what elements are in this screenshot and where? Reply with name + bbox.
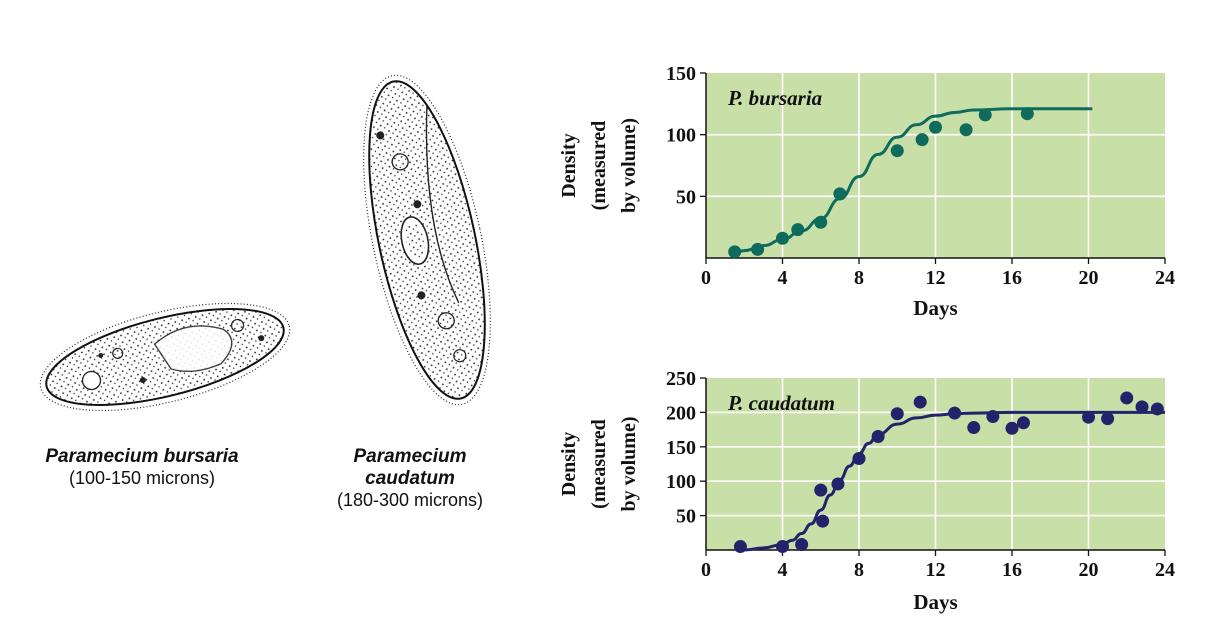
y-axis-label-line: Density <box>558 133 580 197</box>
x-tick-label: 16 <box>1002 267 1022 289</box>
chart-title: P. bursaria <box>727 86 822 110</box>
x-tick-label: 0 <box>701 267 711 289</box>
data-point <box>776 540 789 553</box>
data-point <box>1082 411 1095 424</box>
x-tick-label: 4 <box>778 267 788 289</box>
chart-title: P. caudatum <box>727 391 835 415</box>
x-tick-label: 12 <box>926 559 946 581</box>
data-point <box>734 540 747 553</box>
y-tick-label: 250 <box>666 368 696 390</box>
data-point <box>1006 422 1019 435</box>
data-point <box>1017 416 1030 429</box>
data-point <box>914 396 927 409</box>
data-point <box>795 538 808 551</box>
x-tick-label: 8 <box>854 267 864 289</box>
x-tick-label: 20 <box>1079 559 1099 581</box>
data-point <box>1101 412 1114 425</box>
y-tick-label: 100 <box>666 471 696 493</box>
y-axis-label-line: (measured <box>588 419 610 509</box>
data-point <box>967 421 980 434</box>
data-point <box>1136 400 1149 413</box>
y-axis-label-line: by volume) <box>618 417 640 512</box>
data-point <box>776 232 789 245</box>
x-tick-label: 8 <box>854 559 864 581</box>
y-tick-label: 150 <box>666 63 696 85</box>
chart-1: 0 4 8 12 16 20 24 50 100 150 Days Density (measured b… <box>558 63 1175 320</box>
y-tick-label: 150 <box>666 437 696 459</box>
x-tick-label: 24 <box>1155 559 1175 581</box>
data-point <box>891 407 904 420</box>
data-point <box>960 123 973 136</box>
data-point <box>929 121 942 134</box>
y-tick-label: 100 <box>666 125 696 147</box>
data-point <box>1021 107 1034 120</box>
data-point <box>891 144 904 157</box>
data-point <box>831 477 844 490</box>
data-point <box>986 410 999 423</box>
data-point <box>853 452 866 465</box>
data-point <box>833 187 846 200</box>
y-tick-label: 200 <box>666 402 696 424</box>
y-tick-label: 50 <box>676 506 696 528</box>
x-axis-label: Days <box>913 296 957 320</box>
data-point <box>816 515 829 528</box>
data-point <box>948 407 961 420</box>
y-tick-label: 50 <box>676 186 696 208</box>
chart-2: 0 4 8 12 16 20 24 50 100 150 200 250 Days Density (mea… <box>558 368 1175 614</box>
x-tick-label: 24 <box>1155 267 1175 289</box>
data-point <box>979 108 992 121</box>
y-axis-label-line: (measured <box>588 121 610 211</box>
y-axis-label-line: by volume) <box>618 118 640 213</box>
x-tick-label: 12 <box>926 267 946 289</box>
x-tick-label: 20 <box>1079 267 1099 289</box>
data-point <box>728 245 741 258</box>
data-point <box>791 223 804 236</box>
data-point <box>872 430 885 443</box>
x-axis-label: Days <box>913 590 957 614</box>
data-point <box>751 243 764 256</box>
x-tick-label: 0 <box>701 559 711 581</box>
x-tick-label: 16 <box>1002 559 1022 581</box>
data-point <box>916 133 929 146</box>
data-point <box>814 216 827 229</box>
y-axis-label-line: Density <box>558 432 580 496</box>
data-point <box>814 484 827 497</box>
data-point <box>1151 402 1164 415</box>
x-tick-label: 4 <box>778 559 788 581</box>
data-point <box>1120 391 1133 404</box>
